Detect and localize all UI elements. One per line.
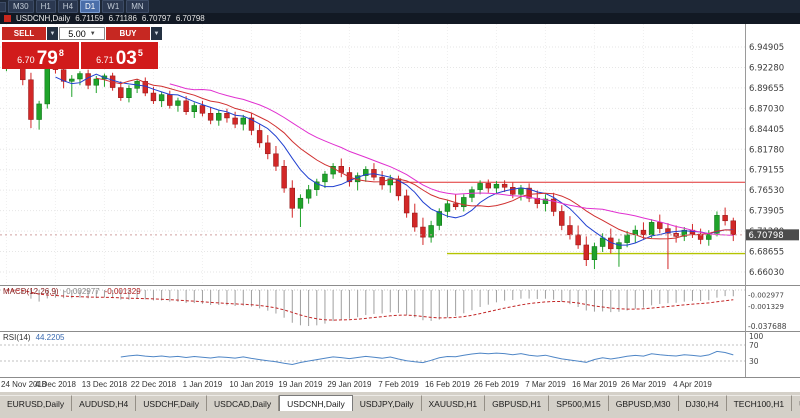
symbol-info-bar: USDCNH,Daily 6.71159 6.71186 6.70797 6.7…	[0, 13, 800, 24]
ohlc-open: 6.71159	[75, 14, 104, 23]
timeframe-button-mn[interactable]: MN	[126, 0, 149, 13]
chart-tab-bar: EURUSD,Daily AUDUSD,H4 USDCHF,Daily USDCAD,…	[0, 391, 800, 418]
date-label: 10 Jan 2019	[229, 380, 274, 389]
date-label: 16 Mar 2019	[571, 380, 617, 389]
date-label: 4 Apr 2019	[673, 380, 712, 389]
chart-tab-xauusd-h1[interactable]: XAUUSD,H1	[421, 395, 486, 411]
chart-tab-audusd-h4[interactable]: AUDUSD,H4	[72, 395, 137, 411]
bid-price-tile[interactable]: 6.70 79 8	[2, 42, 79, 69]
chart-tab-tech100-h1[interactable]: TECH100,H1	[726, 395, 793, 411]
date-label: 16 Feb 2019	[424, 380, 470, 389]
macd-scale-main: -0.002977	[748, 291, 784, 299]
volume-dropdown-icon[interactable]: ▼	[89, 30, 96, 37]
price-scale-label: 6.76530	[749, 186, 784, 196]
price-scale-label: 6.79155	[749, 166, 784, 176]
date-axis: 24 Nov 2018 4 Dec 2018 13 Dec 2018 22 Dec 2…	[0, 377, 800, 391]
price-scale-label: 6.68655	[749, 248, 784, 258]
price-scale-label: 6.92280	[749, 63, 784, 73]
candles	[3, 46, 736, 270]
chart-tab-dj30-h4[interactable]: DJ30,H4	[678, 395, 727, 411]
chart-tabs: EURUSD,Daily AUDUSD,H4 USDCHF,Daily USDCAD,…	[0, 395, 800, 411]
rsi-scale-label: 70	[749, 341, 759, 350]
current-price-badge	[746, 229, 799, 241]
symbol-title: USDCNH,Daily	[16, 14, 71, 23]
price-scale-label: 6.87030	[749, 104, 784, 114]
volume-value: 5.00	[68, 28, 86, 39]
price-scale-label: 6.84405	[749, 125, 784, 135]
volume-input[interactable]: 5.00 ▼	[59, 27, 105, 40]
ask-price-prefix: 6.71	[96, 55, 114, 65]
date-label: 26 Feb 2019	[473, 380, 519, 389]
date-label: 22 Dec 2018	[130, 380, 177, 389]
date-label: 7 Mar 2019	[525, 380, 566, 389]
bid-price-big: 79	[36, 48, 58, 69]
date-label: 4 Dec 2018	[34, 380, 76, 389]
chart-tab-usdchf-daily[interactable]: USDCHF,Daily	[136, 395, 208, 411]
ohlc-close: 6.70798	[175, 14, 205, 23]
price-chart-pane[interactable]: 6.94905 6.92280 6.89655 6.87030 6.84405 6.817…	[0, 24, 800, 285]
chart-tab-gbpusd-m30[interactable]: GBPUSD,M30	[608, 395, 679, 411]
macd-scale-signal: -0.001329	[748, 303, 784, 311]
price-scale-label: 6.94905	[749, 43, 784, 53]
chart-symbol-icon	[4, 15, 11, 22]
chart-tab-usdjpy-daily[interactable]: USDJPY,Daily	[352, 395, 422, 411]
chart-tab-usdcad-daily[interactable]: USDCAD,Daily	[207, 395, 280, 411]
price-scale-label: 6.73905	[749, 207, 784, 217]
timeframe-button-w1[interactable]: W1	[102, 0, 125, 13]
chart-tab-gbpusd-h1[interactable]: GBPUSD,H1	[485, 395, 550, 411]
ask-price-pip: 5	[137, 48, 143, 58]
macd-histogram	[14, 289, 734, 326]
timeframe-buttons: M30 H1 H4 D1 W1 MN	[8, 0, 149, 13]
rsi-line	[120, 350, 734, 366]
chart-tab-uko[interactable]: UKO	[792, 395, 800, 411]
price-scale-label: 6.66030	[749, 268, 784, 278]
macd-indicator-pane[interactable]: -0.002977 -0.001329 -0.037688	[0, 285, 800, 331]
date-label: 29 Jan 2019	[327, 380, 372, 389]
timeframe-button-d1[interactable]: D1	[80, 0, 101, 13]
rsi-scale-label: 30	[749, 357, 759, 366]
ma-slow-line	[169, 83, 734, 236]
timeframe-toolbar: M30 H1 H4 D1 W1 MN	[0, 0, 800, 13]
sell-button[interactable]: SELL	[2, 27, 46, 40]
date-label: 13 Dec 2018	[81, 380, 128, 389]
date-label: 24 Nov 2018	[1, 380, 47, 389]
ask-price-big: 03	[115, 48, 137, 69]
buy-button[interactable]: BUY	[106, 27, 150, 40]
svg-text:6.70798: 6.70798	[749, 231, 784, 241]
bid-price-pip: 8	[58, 48, 64, 58]
one-click-trading-panel: SELL ▼ 5.00 ▼ BUY ▼ 6.70 79 8 6.71 03 5	[2, 27, 162, 69]
ohlc-low: 6.70797	[141, 14, 171, 23]
price-scale-label: 6.81780	[749, 145, 784, 155]
ma-mid-line	[96, 77, 734, 240]
buy-dropdown-icon[interactable]: ▼	[151, 27, 162, 40]
date-label: 7 Feb 2019	[378, 380, 419, 389]
timeframe-button-m30[interactable]: M30	[8, 0, 34, 13]
date-label: 26 Mar 2019	[620, 380, 666, 389]
bid-price-prefix: 6.70	[17, 55, 35, 65]
date-label: 1 Jan 2019	[182, 380, 223, 389]
macd-scale-min: -0.037688	[748, 322, 787, 331]
ask-price-tile[interactable]: 6.71 03 5	[81, 42, 158, 69]
chart-tab-usdcnh-daily[interactable]: USDCNH,Daily	[279, 395, 353, 411]
date-label: 19 Jan 2019	[278, 380, 323, 389]
timeframe-button-h4[interactable]: H4	[57, 0, 79, 13]
price-scale-label: 6.89655	[749, 84, 784, 94]
macd-signal-line	[6, 289, 734, 321]
chart-tab-sp500-m15[interactable]: SP500,M15	[549, 395, 609, 411]
ohlc-high: 6.71186	[108, 14, 137, 23]
rsi-scale-label: 100	[749, 332, 764, 341]
sell-dropdown-icon[interactable]: ▼	[47, 27, 58, 40]
timeframe-button-partial[interactable]	[0, 1, 6, 12]
timeframe-button-h1[interactable]: H1	[35, 0, 56, 13]
chart-tab-eurusd-daily[interactable]: EURUSD,Daily	[0, 395, 73, 411]
ma-fast-line	[55, 73, 734, 246]
